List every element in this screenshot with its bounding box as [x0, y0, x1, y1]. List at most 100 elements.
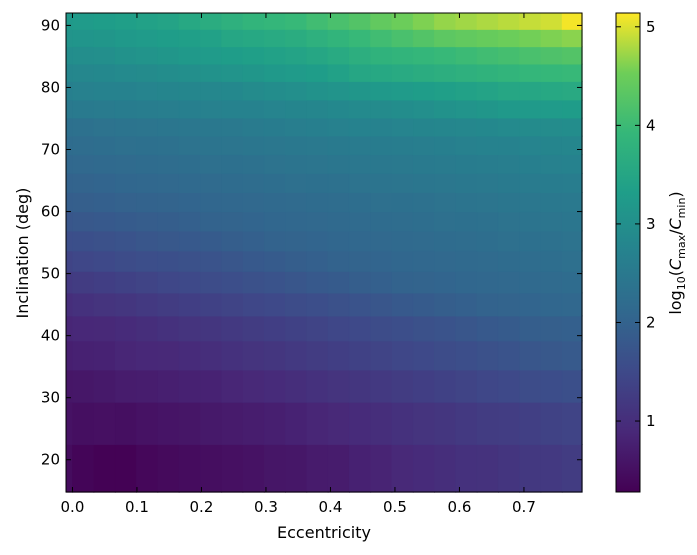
heatmap-cell [455, 292, 478, 317]
heatmap-cell [370, 99, 393, 119]
heatmap-cell [242, 135, 265, 156]
heatmap-cell [157, 135, 180, 156]
heatmap-cell [114, 230, 137, 252]
heatmap-cell [72, 369, 95, 403]
heatmap-cell [561, 270, 583, 294]
heatmap-cell [200, 292, 223, 317]
heatmap-cell [455, 135, 478, 156]
heatmap-cell [285, 250, 308, 272]
heatmap-cell [434, 99, 457, 119]
heatmap-cell [114, 292, 137, 317]
heatmap-cell [519, 28, 542, 48]
heatmap-cell [476, 315, 499, 342]
heatmap-cell [263, 172, 286, 193]
heatmap-cell [370, 230, 393, 252]
heatmap-cell [327, 172, 350, 193]
heatmap-cell [136, 192, 159, 213]
colorbar [615, 12, 641, 493]
heatmap-cell [221, 12, 244, 30]
colorbar-label-slash: / [666, 229, 685, 235]
heatmap-cell [72, 63, 95, 82]
heatmap-cell [306, 12, 329, 30]
heatmap-cell [178, 135, 201, 156]
heatmap-cell [263, 211, 286, 232]
heatmap-cell [93, 192, 116, 213]
heatmap-cell [285, 211, 308, 232]
heatmap-cell [540, 135, 563, 156]
heatmap-cell [306, 99, 329, 119]
x-tick-label: 0.2 [190, 498, 214, 516]
heatmap-cell [221, 135, 244, 156]
heatmap-cell [540, 192, 563, 213]
y-tick-label: 20 [41, 451, 60, 469]
heatmap-cell [391, 46, 414, 65]
heatmap-cell [65, 340, 74, 371]
heatmap-cell [200, 315, 223, 342]
heatmap-cell [348, 340, 372, 371]
heatmap-cell [306, 135, 329, 156]
heatmap-cell [434, 444, 457, 493]
heatmap-cell [93, 63, 116, 82]
heatmap-cell [348, 369, 372, 403]
heatmap-cell [561, 401, 583, 445]
colorbar-label-cmin: C [666, 218, 685, 230]
heatmap-cell [242, 99, 265, 119]
heatmap-cell [136, 369, 159, 403]
heatmap-cell [327, 230, 350, 252]
heatmap-cell [65, 63, 74, 82]
heatmap-cell [136, 401, 159, 445]
heatmap-cell [348, 211, 372, 232]
heatmap-cell [72, 340, 95, 371]
heatmap-cell [327, 63, 350, 82]
heatmap-cell [178, 230, 201, 252]
heatmap-cell [306, 292, 329, 317]
heatmap-cell [561, 99, 583, 119]
heatmap-cell [72, 270, 95, 294]
heatmap-cell [263, 369, 286, 403]
heatmap-cell [178, 154, 201, 174]
heatmap-cell [497, 81, 521, 101]
heatmap-cell [242, 250, 265, 272]
heatmap-cell [285, 46, 308, 65]
heatmap-cell [263, 81, 286, 101]
heatmap-cell [178, 444, 201, 493]
heatmap-cell [72, 172, 95, 193]
heatmap-cell [327, 154, 350, 174]
heatmap-cell [370, 172, 393, 193]
heatmap-cell [157, 12, 180, 30]
heatmap-cell [327, 250, 350, 272]
heatmap-cell [540, 369, 563, 403]
heatmap-cell [114, 172, 137, 193]
heatmap-cell [200, 63, 223, 82]
heatmap-cell [434, 340, 457, 371]
heatmap-cell [497, 292, 521, 317]
heatmap-cell [242, 81, 265, 101]
heatmap-cell [242, 211, 265, 232]
heatmap-cell [519, 401, 542, 445]
heatmap-cell [114, 99, 137, 119]
heatmap-cell [200, 135, 223, 156]
heatmap-cell [348, 81, 372, 101]
heatmap-cell [93, 46, 116, 65]
heatmap-cell [497, 340, 521, 371]
heatmap-cell [157, 81, 180, 101]
heatmap-cell [306, 444, 329, 493]
heatmap-cell [178, 270, 201, 294]
heatmap-cell [114, 444, 137, 493]
heatmap-cell [306, 117, 329, 137]
heatmap-cell [455, 117, 478, 137]
heatmap-cell [348, 401, 372, 445]
heatmap-cell [370, 28, 393, 48]
heatmap-cell [412, 46, 435, 65]
heatmap-cell [561, 250, 583, 272]
heatmap-cell [476, 135, 499, 156]
heatmap-cell [285, 230, 308, 252]
heatmap-cell [93, 28, 116, 48]
heatmap-cell [348, 270, 372, 294]
heatmap-cell [221, 250, 244, 272]
heatmap-cell [476, 444, 499, 493]
heatmap-cell [178, 250, 201, 272]
heatmap-cell [391, 230, 414, 252]
heatmap-cell [497, 63, 521, 82]
colorbar-label-open: ( [666, 270, 685, 276]
